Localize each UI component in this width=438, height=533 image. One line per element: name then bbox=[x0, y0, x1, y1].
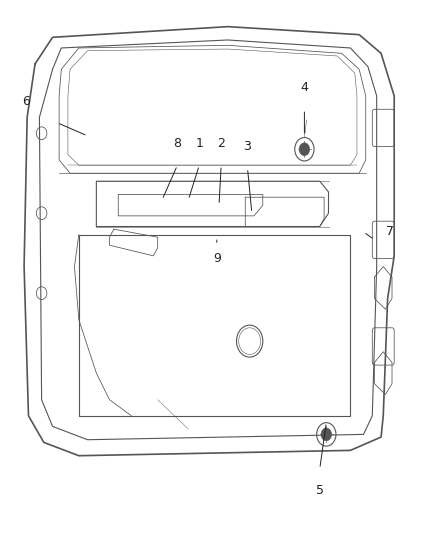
Text: 4: 4 bbox=[300, 82, 308, 94]
Circle shape bbox=[321, 428, 332, 441]
Text: 2: 2 bbox=[217, 138, 225, 150]
Text: 1: 1 bbox=[195, 138, 203, 150]
Text: 5: 5 bbox=[316, 484, 324, 497]
Text: 8: 8 bbox=[173, 138, 181, 150]
Text: 7: 7 bbox=[386, 225, 394, 238]
Circle shape bbox=[299, 143, 310, 156]
Text: 3: 3 bbox=[244, 140, 251, 153]
Text: 6: 6 bbox=[22, 95, 30, 108]
Text: 9: 9 bbox=[213, 252, 221, 265]
